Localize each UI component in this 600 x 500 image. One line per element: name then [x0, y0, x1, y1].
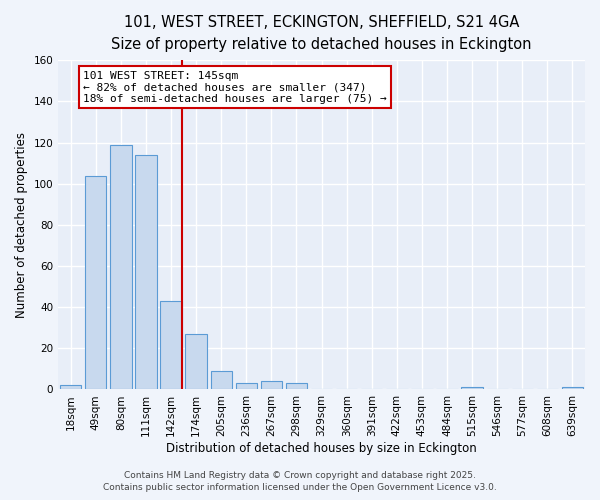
Bar [60, 386, 82, 390]
Bar [461, 388, 483, 390]
Bar [136, 155, 157, 390]
Bar [562, 388, 583, 390]
X-axis label: Distribution of detached houses by size in Eckington: Distribution of detached houses by size … [166, 442, 477, 455]
Bar [85, 176, 106, 390]
Bar [110, 144, 131, 390]
Bar [286, 384, 307, 390]
Text: 101 WEST STREET: 145sqm
← 82% of detached houses are smaller (347)
18% of semi-d: 101 WEST STREET: 145sqm ← 82% of detache… [83, 70, 387, 104]
Bar [160, 301, 182, 390]
Bar [211, 371, 232, 390]
Bar [236, 384, 257, 390]
Y-axis label: Number of detached properties: Number of detached properties [15, 132, 28, 318]
Text: Contains HM Land Registry data © Crown copyright and database right 2025.
Contai: Contains HM Land Registry data © Crown c… [103, 471, 497, 492]
Bar [261, 381, 282, 390]
Title: 101, WEST STREET, ECKINGTON, SHEFFIELD, S21 4GA
Size of property relative to det: 101, WEST STREET, ECKINGTON, SHEFFIELD, … [112, 15, 532, 52]
Bar [185, 334, 207, 390]
